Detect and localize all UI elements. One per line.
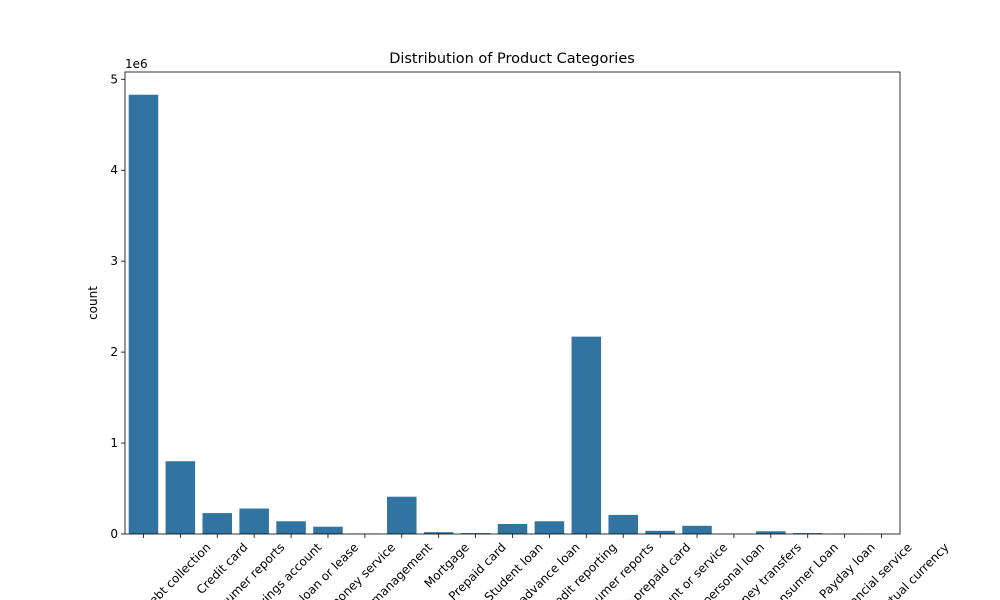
plot-frame	[124, 71, 901, 535]
bar	[423, 532, 454, 534]
bar	[571, 336, 602, 534]
bar	[497, 523, 528, 534]
bar	[202, 513, 233, 534]
bar	[239, 508, 269, 534]
y-axis-label: count	[86, 286, 100, 320]
bar	[756, 531, 786, 534]
bar	[534, 521, 565, 534]
y-offset-label: 1e6	[125, 57, 148, 71]
bar	[682, 525, 712, 534]
bar	[165, 461, 196, 534]
bar	[645, 530, 675, 534]
chart-title: Distribution of Product Categories	[389, 51, 635, 67]
bar	[313, 526, 343, 534]
bar	[792, 533, 823, 534]
y-tick-label: 3	[110, 254, 118, 268]
y-tick-label: 5	[110, 72, 118, 86]
bar	[387, 496, 417, 534]
bar	[128, 94, 159, 535]
y-tick-label: 2	[110, 345, 118, 359]
bar	[460, 533, 491, 534]
y-tick-label: 4	[110, 163, 118, 177]
y-tick-label: 1	[110, 436, 118, 450]
bar	[276, 521, 306, 534]
y-tick-label: 0	[110, 527, 118, 541]
bar	[608, 514, 638, 534]
